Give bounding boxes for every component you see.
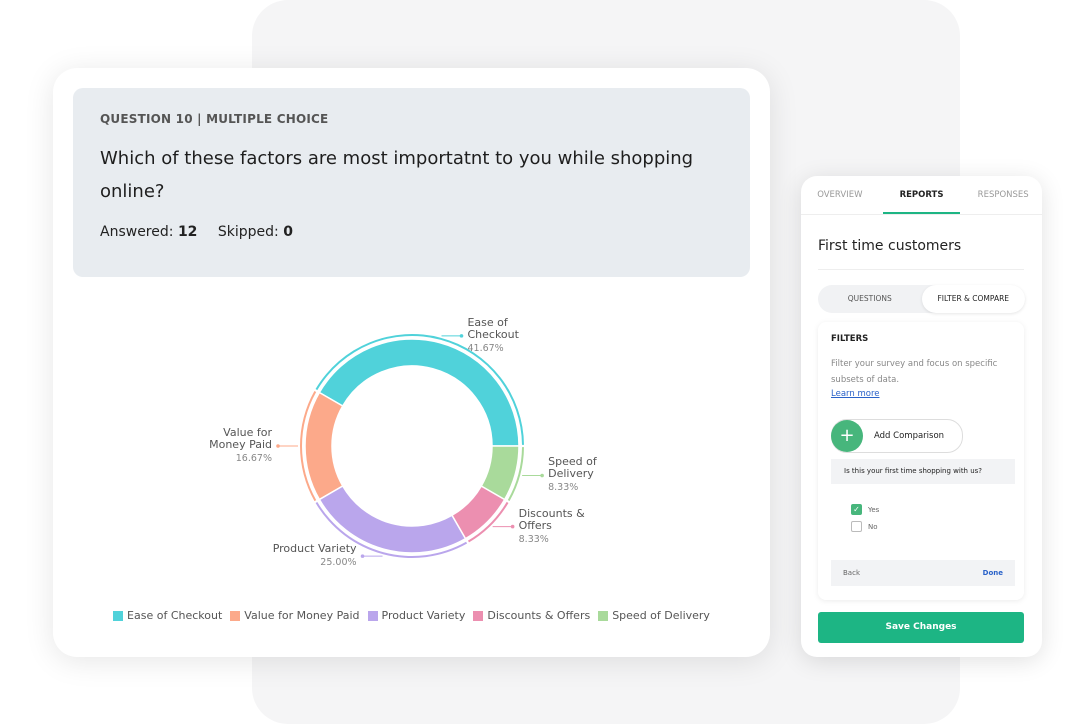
slice-label: Value for Money Paid 16.67% [184,427,272,465]
segment-active[interactable]: FILTER & COMPARE [921,285,1025,313]
slice [480,445,520,501]
option[interactable]: ✓ Yes [851,504,879,515]
report-card: QUESTION 10 | MULTIPLE CHOICE Which of t… [53,68,770,657]
leader-dot [360,554,365,558]
legend-label: Speed of Delivery [612,609,710,622]
legend-swatch [473,610,484,621]
plus-icon: + [831,419,863,452]
add-comparison-label: Add Comparison [874,431,945,441]
side-panel: OVERVIEW REPORTS RESPONSES First time cu… [801,176,1042,657]
add-comparison-button[interactable]: + Add Comparison [831,419,963,453]
leader-dot [540,473,544,478]
leader-dot [276,444,280,448]
slice-value: 25.00% [320,557,357,569]
tab[interactable]: RESPONSES [977,190,1029,200]
skipped-count: 0 [283,224,293,240]
answered-label: Answered: [100,224,174,240]
slice-label: Product Variety 25.00% [269,543,357,569]
segment[interactable]: QUESTIONS [847,294,892,303]
skipped-label: Skipped: [217,224,279,240]
learn-more-link[interactable]: Learn more [831,389,880,399]
filters-description: Filter your survey and focus on specific… [831,359,998,385]
legend-swatch [113,610,124,621]
option-label: No [868,522,878,531]
legend-label: Ease of Checkout [127,609,223,622]
legend-label: Product Variety [381,609,466,622]
question-text: Which of these factors are most importat… [100,148,694,202]
slice-label: Discounts & Offers 8.33% [518,506,607,546]
panel-title: First time customers [818,238,962,254]
slice-value: 8.33% [548,482,579,494]
slice-name: Speed of Delivery [548,455,597,481]
slice-outline [467,501,509,543]
filters-heading: FILTERS [831,334,869,344]
checkbox[interactable] [851,521,862,532]
slice-value: 16.67% [235,453,272,465]
leader-dot [510,524,515,529]
legend-item: Discounts & Offers [473,609,590,622]
slice-name: Product Variety [272,542,357,556]
legend-item: Speed of Delivery [598,609,710,622]
done-button[interactable]: Done [982,569,1003,577]
checkbox-checked[interactable]: ✓ [851,504,862,515]
tab-active[interactable]: REPORTS [882,176,961,214]
legend-label: Value for Money Paid [244,609,360,622]
back-button[interactable]: Back [843,569,860,577]
slice-outline [300,390,317,502]
leader-dot [459,334,464,338]
question-stats: Answered: 12 Skipped: 0 [100,224,309,240]
slice-value: 8.33% [518,533,549,545]
legend-swatch [230,610,241,621]
legend-swatch [367,610,378,621]
slice-label: Speed of Delivery 8.33% [548,456,636,494]
segmented-control: QUESTIONS FILTER & COMPARE [818,285,1025,313]
legend-label: Discounts & Offers [487,609,591,622]
slice-label: Ease of Checkout 41.67% [467,315,555,355]
question-label: QUESTION 10 | MULTIPLE CHOICE [100,112,329,126]
save-button[interactable]: Save Changes [818,612,1024,643]
slice-name: Discounts & Offers [518,506,585,532]
slice-value: 41.67% [467,342,504,354]
legend-item: Product Variety [367,609,466,622]
answered-count: 12 [177,224,198,240]
legend-swatch [598,610,609,621]
filter-question: Is this your first time shopping with us… [831,459,1015,484]
legend-item: Ease of Checkout [113,609,222,622]
option[interactable]: No [851,521,878,532]
donut-chart [276,333,544,558]
question-box: QUESTION 10 | MULTIPLE CHOICE Which of t… [73,88,750,277]
legend: Ease of Checkout Value for Money Paid Prod… [53,609,770,622]
filter-card: FILTERS Filter your survey and focus on … [818,322,1024,600]
tab[interactable]: OVERVIEW [817,190,863,200]
filter-footer: Back Done [831,560,1015,586]
slice-name: Value for Money Paid [209,426,272,452]
divider [818,269,1024,270]
slice-name: Ease of Checkout [467,315,519,341]
option-label: Yes [868,505,880,514]
legend-item: Value for Money Paid [230,609,360,622]
slice-outline [507,447,524,502]
slice [304,391,344,501]
tabs: OVERVIEW REPORTS RESPONSES [801,176,1042,215]
